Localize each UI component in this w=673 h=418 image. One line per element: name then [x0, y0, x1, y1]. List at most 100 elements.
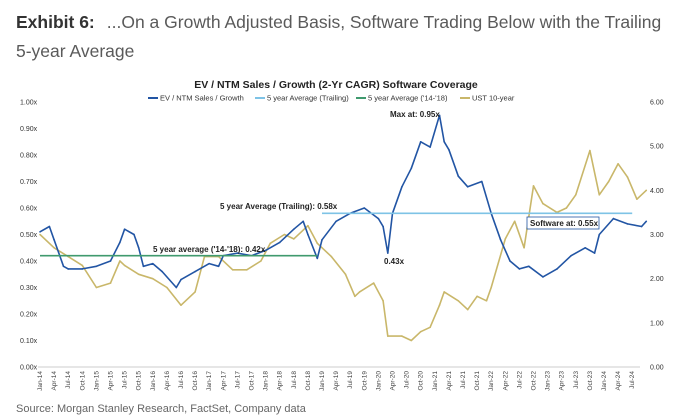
x-tick: Apr-14 [51, 371, 58, 391]
x-tick: Jan-23 [545, 371, 552, 391]
exhibit-header: Exhibit 6: ...On a Growth Adjusted Basis,… [16, 8, 666, 66]
ust-10y-line-point [330, 255, 333, 258]
ev-sales-growth-line-point [466, 186, 469, 188]
x-tick: Jul-16 [178, 371, 185, 389]
chart-title: EV / NTM Sales / Growth (2-Yr CAGR) Soft… [194, 79, 478, 91]
ev-sales-growth-line-point [278, 241, 281, 244]
ev-sales-growth-line-point [142, 265, 145, 268]
ust-10y-line-point [636, 198, 638, 200]
x-tick: Jan-21 [432, 371, 439, 391]
y-right-tick: 1.00 [650, 320, 664, 327]
ev-sales-growth-line-point [528, 265, 530, 268]
ev-sales-growth-line-point [302, 220, 305, 223]
ust-10y-line-point [438, 304, 441, 306]
ev-sales-growth-line-point [119, 241, 121, 244]
ust-10y-line-point [504, 238, 507, 240]
x-tick: Apr-19 [333, 371, 340, 391]
ev-sales-growth-line-point [62, 265, 65, 268]
ev-sales-growth-line-point [481, 180, 483, 183]
x-tick: Oct-21 [474, 371, 481, 391]
ust-10y-line-point [513, 220, 516, 223]
ust-10y-line-point [119, 260, 121, 262]
ev-sales-growth-line-point [152, 262, 154, 265]
ev-sales-growth-line-point [321, 239, 323, 241]
ev-sales-growth-line-point [264, 249, 267, 252]
ust-10y-line-point [387, 335, 389, 337]
legend-item: 5 year Average (Trailing) [267, 94, 349, 103]
ust-10y-line-point [283, 233, 286, 236]
x-tick: Jan-16 [150, 371, 157, 391]
y-right-tick: 3.00 [650, 232, 664, 239]
y-left-tick: 0.40x [20, 259, 38, 266]
ust-10y-line-point [180, 304, 182, 306]
annotation-trailing: 5 year Average (Trailing): 0.58x [220, 202, 338, 211]
x-tick: Jul-24 [629, 371, 636, 389]
ust-10y-line-point [542, 202, 544, 205]
annotation-max: Max at: 0.95x [390, 110, 440, 119]
y-right-tick: 0.00 [650, 365, 664, 372]
ust-10y-line-point [137, 273, 140, 276]
ev-sales-growth-line-point [363, 207, 366, 209]
y-right-tick: 6.00 [650, 100, 664, 107]
annotation-current: Software at: 0.55x [530, 219, 599, 228]
ust-10y-line-point [532, 185, 535, 187]
ev-sales-growth-line-point [443, 140, 446, 143]
ev-sales-growth-line-point [236, 252, 239, 254]
ust-10y-line-point [194, 291, 196, 293]
legend-item: UST 10-year [472, 94, 515, 103]
x-tick: Oct-14 [79, 371, 86, 391]
ev-sales-growth-line-point [316, 257, 319, 260]
x-tick: Apr-20 [390, 371, 397, 391]
ust-10y-line-point [457, 299, 460, 302]
ev-sales-growth-line-point [429, 146, 431, 148]
ust-10y-line-point [523, 246, 525, 249]
x-tick: Jul-14 [65, 371, 72, 389]
ust-10y-line-point [246, 269, 248, 271]
ev-sales-growth-line-point [123, 228, 126, 230]
ev-sales-growth-line-point [598, 233, 601, 236]
ev-sales-growth-line-point [612, 217, 615, 220]
ust-10y-line-point [598, 193, 601, 196]
ev-sales-growth-line-point [67, 268, 69, 270]
ust-10y-line-point [617, 163, 619, 165]
y-left-tick: 1.00x [20, 100, 38, 107]
ev-sales-growth-line-point [401, 186, 403, 188]
ev-sales-growth-line-point [645, 220, 648, 223]
ev-sales-growth-line-point [542, 276, 544, 278]
ust-10y-line-point [123, 264, 126, 267]
x-tick: Apr-17 [220, 371, 227, 391]
ev-sales-growth-line-point [180, 278, 182, 281]
ust-10y-line-point [307, 224, 309, 227]
x-tick: Oct-20 [418, 371, 425, 391]
ev-sales-growth-line-point [48, 225, 51, 228]
ust-10y-line-point [645, 189, 648, 192]
ust-10y-line-point [354, 295, 356, 298]
y-right-tick: 2.00 [650, 276, 664, 283]
ust-10y-line-point [429, 326, 431, 329]
x-tick: Jul-22 [516, 371, 523, 389]
ust-10y-line-point [109, 282, 112, 284]
x-tick: Oct-17 [249, 371, 256, 391]
y-right-tick: 4.00 [650, 188, 664, 195]
annotation-avg1418: 5 year average ('14-'18): 0.42x [153, 245, 266, 254]
ust-10y-line-point [316, 242, 319, 245]
ust-10y-line-point [589, 149, 591, 152]
ev-sales-growth-line-point [509, 260, 511, 262]
legend: EV / NTM Sales / Growth 5 year Average (T… [148, 94, 515, 103]
y-left-tick: 0.70x [20, 179, 38, 186]
x-tick: Jul-20 [404, 371, 411, 389]
ev-sales-growth-line-point [217, 265, 220, 268]
ust-10y-line-point [410, 339, 413, 342]
ust-10y-line-point [269, 242, 272, 245]
y-left-tick: 0.10x [20, 338, 38, 345]
y-left-tick: 0.30x [20, 285, 38, 292]
ev-sales-growth-line-point [382, 225, 384, 228]
annotation-current-box [526, 216, 600, 230]
y-left-tick: 0.50x [20, 232, 38, 239]
ev-sales-growth-line-point [81, 268, 84, 270]
ev-sales-growth-line-point [438, 114, 441, 117]
ev-sales-growth-line-point [419, 140, 422, 143]
ust-10y-line-point [260, 260, 262, 262]
source-note: Source: Morgan Stanley Research, FactSet… [16, 403, 306, 415]
x-tick: Oct-19 [361, 371, 368, 391]
